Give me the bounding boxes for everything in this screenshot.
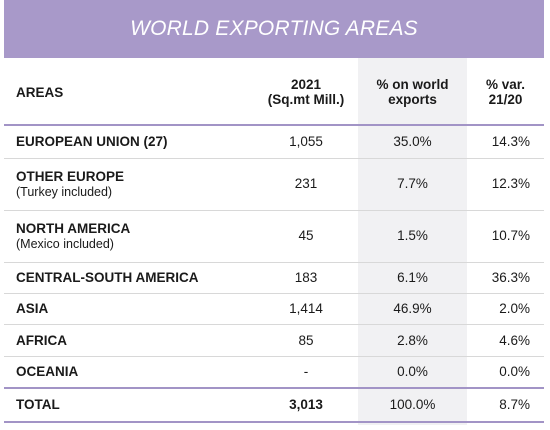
share-value: 7.7% (397, 176, 428, 191)
table-row: AFRICA 85 2.8% 4.6% (4, 325, 544, 356)
table-row: OTHER EUROPE (Turkey included) 231 7.7% … (4, 159, 544, 209)
row-divider (4, 210, 544, 211)
area-name: OCEANIA (16, 364, 79, 379)
row-divider (4, 324, 544, 325)
volume-value: 1,414 (289, 301, 323, 316)
area-name: NORTH AMERICA (16, 220, 131, 236)
row-divider (4, 293, 544, 294)
area-note: (Mexico included) (16, 236, 114, 251)
volume-value: 45 (298, 228, 314, 243)
total-share: 100.0% (389, 397, 436, 412)
area-name: ASIA (16, 301, 49, 316)
share-value: 35.0% (393, 134, 432, 149)
table-row: NORTH AMERICA (Mexico included) 45 1.5% … (4, 211, 544, 261)
header-volume-year: 2021 (290, 77, 322, 92)
exporting-areas-table: WORLD EXPORTING AREAS AREAS 2021 (Sq.mt … (4, 0, 544, 425)
area-name: OTHER EUROPE (16, 168, 125, 184)
area-name: CENTRAL-SOUTH AMERICA (16, 270, 199, 285)
volume-value: - (303, 364, 309, 379)
table-row: CENTRAL-SOUTH AMERICA 183 6.1% 36.3% (4, 263, 544, 293)
table-row: ASIA 1,414 46.9% 2.0% (4, 294, 544, 324)
header-volume-unit: (Sq.mt Mill.) (267, 92, 345, 107)
header-rule (4, 124, 544, 126)
total-bottom-rule (4, 421, 544, 423)
header-areas: AREAS (16, 84, 64, 100)
total-top-rule (4, 387, 544, 389)
share-value: 1.5% (397, 228, 428, 243)
volume-value: 183 (294, 270, 318, 285)
header-share-line2: exports (388, 92, 437, 107)
share-column-shade (358, 58, 467, 425)
total-row: TOTAL 3,013 100.0% 8.7% (4, 389, 544, 421)
total-var: 8.7% (499, 397, 530, 412)
header-row: AREAS 2021 (Sq.mt Mill.) % on world expo… (4, 62, 544, 122)
var-value: 2.0% (499, 301, 530, 316)
share-value: 0.0% (397, 364, 428, 379)
header-var-line1: % var. (485, 77, 526, 92)
share-value: 6.1% (397, 270, 428, 285)
row-divider (4, 262, 544, 263)
var-value: 36.3% (491, 270, 530, 285)
table-row: EUROPEAN UNION (27) 1,055 35.0% 14.3% (4, 126, 544, 158)
area-note: (Turkey included) (16, 184, 113, 199)
share-value: 46.9% (393, 301, 432, 316)
var-value: 0.0% (499, 364, 530, 379)
var-value: 14.3% (491, 134, 530, 149)
total-label: TOTAL (16, 397, 60, 412)
share-value: 2.8% (397, 332, 428, 348)
row-divider (4, 356, 544, 357)
header-var-line2: 21/20 (488, 92, 523, 107)
table-title: WORLD EXPORTING AREAS (4, 0, 544, 58)
var-value: 12.3% (491, 176, 530, 191)
var-value: 4.6% (499, 332, 530, 348)
area-name: AFRICA (16, 332, 67, 348)
volume-value: 1,055 (289, 134, 323, 149)
header-share-line1: % on world (376, 77, 449, 92)
table-row: OCEANIA - 0.0% 0.0% (4, 357, 544, 387)
total-volume: 3,013 (289, 397, 323, 412)
var-value: 10.7% (491, 228, 530, 243)
area-name: EUROPEAN UNION (27) (16, 134, 168, 149)
row-divider (4, 158, 544, 159)
volume-value: 231 (294, 176, 318, 191)
volume-value: 85 (298, 332, 314, 348)
